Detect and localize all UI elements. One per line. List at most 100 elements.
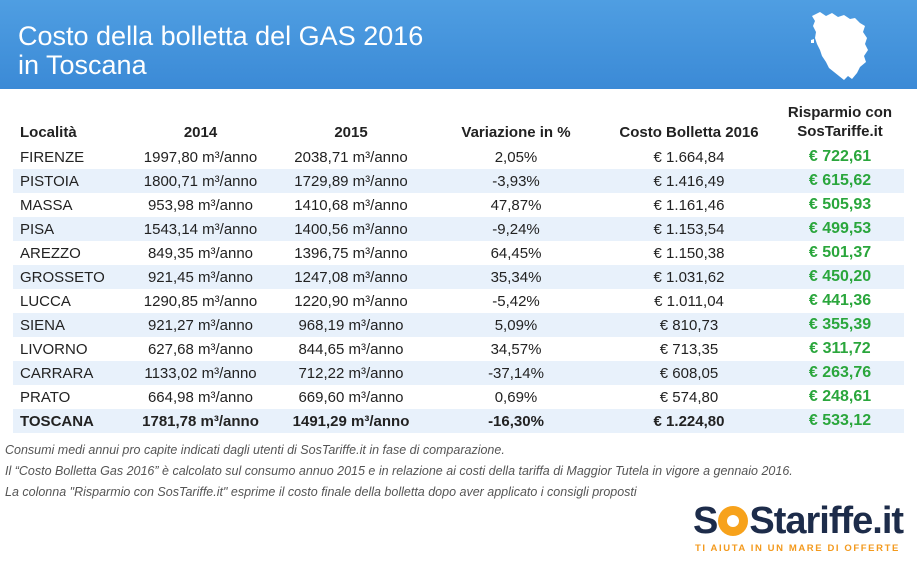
cell-variation: 2,05% [494,148,538,166]
cell-savings: € 355,39 [776,313,904,337]
table-total-row: TOSCANA 1781,78 m³/anno 1491,29 m³/anno -16… [13,409,904,433]
footnotes: Consumi medi annui pro capite indicati d… [5,440,910,503]
logo-tagline: TI AIUTA IN UN MARE DI OFFERTE [695,543,900,554]
sostariffe-logo: S Stariffe.it TI AIUTA IN UN MARE DI OFFE… [693,500,905,560]
cell-savings: € 311,72 [809,340,871,357]
cell-2014: 1543,14 m³/anno [129,217,272,241]
table-row: SIENA 921,27 m³/anno 968,19 m³/anno 5,09% € … [13,313,904,337]
cell-savings: € 450,20 [776,265,904,289]
cell-location: MASSA [20,196,73,214]
cell-location: AREZZO [20,244,81,262]
cell-variation: 5,09% [430,313,602,337]
cell-location: PISTOIA [13,169,129,193]
cell-savings: € 263,76 [776,361,904,385]
cell-variation: 47,87% [490,196,542,214]
header-banner: Costo della bolletta del GAS 2016 in Tos… [0,0,917,89]
table-row: LIVORNO 627,68 m³/anno 844,65 m³/anno 34,57… [13,337,904,361]
cell-variation: 34,57% [490,340,542,358]
cell-2015: 1491,29 m³/anno [272,409,430,433]
cell-location: GROSSETO [13,265,129,289]
col-header-2014: 2014 [183,124,218,141]
cell-location: SIENA [13,313,129,337]
cell-2015: 1410,68 m³/anno [294,196,408,214]
cell-cost-2016: € 1.153,54 [602,217,776,241]
logo-text: tariffe.it [773,500,904,542]
cell-savings: € 615,62 [776,169,904,193]
cell-2014: 1133,02 m³/anno [129,361,272,385]
title-line-2: in Toscana [18,50,147,80]
cell-cost-2016: € 1.416,49 [602,169,776,193]
table-row: PISA 1543,14 m³/anno 1400,56 m³/anno -9,24%… [13,217,904,241]
table-row: MASSA 953,98 m³/anno 1410,68 m³/anno 47,87%… [13,193,904,217]
cell-cost-2016: € 574,80 [659,388,719,406]
col-header-cost-2016: Costo Bolletta 2016 [619,124,759,141]
cell-location: CARRARA [13,361,129,385]
cell-2015: 1247,08 m³/anno [272,265,430,289]
cell-savings: € 441,36 [808,292,872,309]
col-header-variation: Variazione in % [461,124,571,141]
logo-letter-s2: S [749,500,774,542]
tuscany-map-icon [811,12,868,80]
cell-savings: € 501,37 [808,244,872,261]
table-row: GROSSETO 921,45 m³/anno 1247,08 m³/anno 35,… [13,265,904,289]
cell-variation: 0,69% [494,388,538,406]
cell-savings: € 722,61 [808,148,872,165]
cell-variation: 35,34% [430,265,602,289]
cell-2014: 627,68 m³/anno [147,340,254,358]
table-row: PISTOIA 1800,71 m³/anno 1729,89 m³/anno -3,… [13,169,904,193]
cell-location: LIVORNO [20,340,88,358]
cell-cost-2016: € 1.011,04 [654,292,724,310]
cell-2015: 712,22 m³/anno [272,361,430,385]
cell-2014: 664,98 m³/anno [147,388,254,406]
footnote-1: Consumi medi annui pro capite indicati d… [5,443,505,457]
cell-variation: -5,42% [492,292,540,310]
cell-2015: 844,65 m³/anno [298,340,404,358]
cell-2015: 968,19 m³/anno [272,313,430,337]
cell-cost-2016: € 1.664,84 [653,148,725,166]
col-header-location: Località [20,124,77,141]
cell-2014: 1997,80 m³/anno [143,148,258,166]
cell-cost-2016: € 1.150,38 [653,244,725,262]
cell-2015: 1220,90 m³/anno [294,292,408,310]
cell-2014: 1800,71 m³/anno [129,169,272,193]
lifebuoy-icon [718,506,749,536]
logo-wordmark: S Stariffe.it [693,500,904,542]
cell-2014: 1781,78 m³/anno [129,409,272,433]
cell-cost-2016: € 1.224,80 [602,409,776,433]
cell-cost-2016: € 608,05 [602,361,776,385]
logo-letter-s1: S [693,500,718,542]
cell-variation: -9,24% [430,217,602,241]
cell-2014: 921,45 m³/anno [129,265,272,289]
cell-location: PRATO [20,388,71,406]
cell-2015: 1400,56 m³/anno [272,217,430,241]
table-row: PRATO 664,98 m³/anno 669,60 m³/anno 0,69% € … [13,385,904,409]
cell-location: PISA [13,217,129,241]
col-header-savings-line1: Risparmio con [787,104,893,121]
cell-location: LUCCA [20,292,71,310]
cell-2015: 1729,89 m³/anno [272,169,430,193]
cell-location: TOSCANA [13,409,129,433]
cell-variation: -16,30% [430,409,602,433]
cell-2014: 1290,85 m³/anno [143,292,258,310]
cell-variation: -3,93% [430,169,602,193]
title-line-1: Costo della bolletta del GAS 2016 [18,21,424,51]
col-header-savings: Risparmio con SosTariffe.it [776,96,904,145]
cell-variation: -37,14% [430,361,602,385]
cell-2015: 1396,75 m³/anno [294,244,408,262]
cell-2014: 849,35 m³/anno [147,244,254,262]
cell-savings: € 499,53 [776,217,904,241]
cell-location: FIRENZE [20,148,85,166]
cell-cost-2016: € 713,35 [659,340,719,358]
cell-2014: 953,98 m³/anno [147,196,254,214]
table-row: LUCCA 1290,85 m³/anno 1220,90 m³/anno -5,42… [13,289,904,313]
footnote-2: Il “Costo Bolletta Gas 2016” è calcolato… [5,464,793,478]
cell-savings: € 533,12 [776,409,904,433]
table-row: FIRENZE 1997,80 m³/anno 2038,71 m³/anno 2,0… [13,145,904,169]
cell-variation: 64,45% [490,244,542,262]
cell-savings: € 505,93 [808,196,872,213]
cell-2014: 921,27 m³/anno [129,313,272,337]
col-header-2015: 2015 [334,124,368,141]
footnote-3: La colonna "Risparmio con SosTariffe.it"… [5,485,637,499]
table-header-row: Località 2014 2015 Variazione in % Costo… [13,96,904,145]
table-row: CARRARA 1133,02 m³/anno 712,22 m³/anno -37,… [13,361,904,385]
